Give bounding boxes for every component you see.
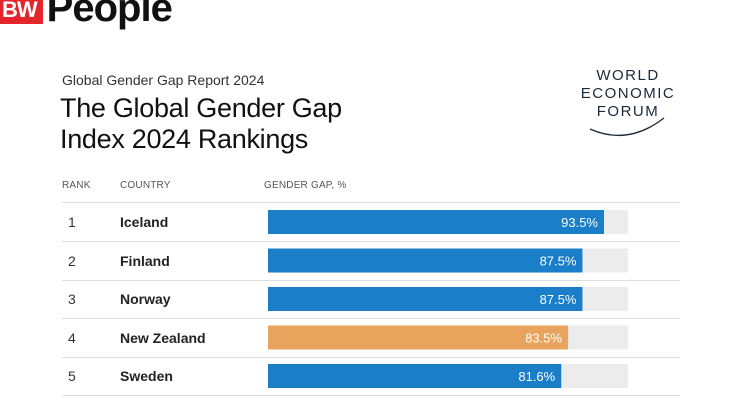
country-cell: New Zealand [120,329,206,346]
wef-line-3: FORUM [596,103,660,120]
wef-arc-icon [589,117,665,137]
bar-value-label: 83.5% [525,331,562,346]
country-cell: Iceland [120,214,169,230]
country-cell: Sweden [120,368,173,384]
rank-cell: 3 [68,291,76,307]
row-separator [62,318,680,319]
rank-cell: 5 [68,368,76,384]
row-separator [62,395,680,396]
bar-value-label: 93.5% [561,215,598,230]
page-title: The Global Gender Gap Index 2024 Ranking… [60,93,342,155]
rank-cell: 4 [68,329,76,346]
bar-value-label: 81.6% [518,369,555,384]
bar-value-label: 87.5% [540,292,577,307]
report-label: Global Gender Gap Report 2024 [62,72,265,88]
rank-cell: 2 [68,252,76,269]
wef-line-1: WORLD [596,67,660,84]
bar [268,210,604,234]
row-separator [62,279,680,281]
bar [268,364,562,388]
bar [268,248,583,273]
wef-logo: WORLD ECONOMIC FORUM [568,66,688,140]
row-separator [62,356,680,358]
brand-wordmark: People [46,0,173,30]
header-rank: RANK [62,180,91,191]
bar [268,325,569,350]
title-line-1: The Global Gender Gap [60,93,342,123]
wef-line-2: ECONOMIC [580,85,676,102]
bar-value-label: 87.5% [540,254,577,269]
brand-badge: BW [0,0,43,24]
row-separator [62,241,680,242]
header-gender-gap: GENDER GAP, % [264,180,347,191]
country-cell: Finland [120,252,170,269]
country-cell: Norway [120,291,171,307]
title-line-2: Index 2024 Rankings [60,124,308,154]
bar [268,287,583,311]
header-country: COUNTRY [120,180,171,191]
brand-logo: BW People [0,0,173,30]
row-separator [62,202,680,203]
rank-cell: 1 [68,214,76,230]
